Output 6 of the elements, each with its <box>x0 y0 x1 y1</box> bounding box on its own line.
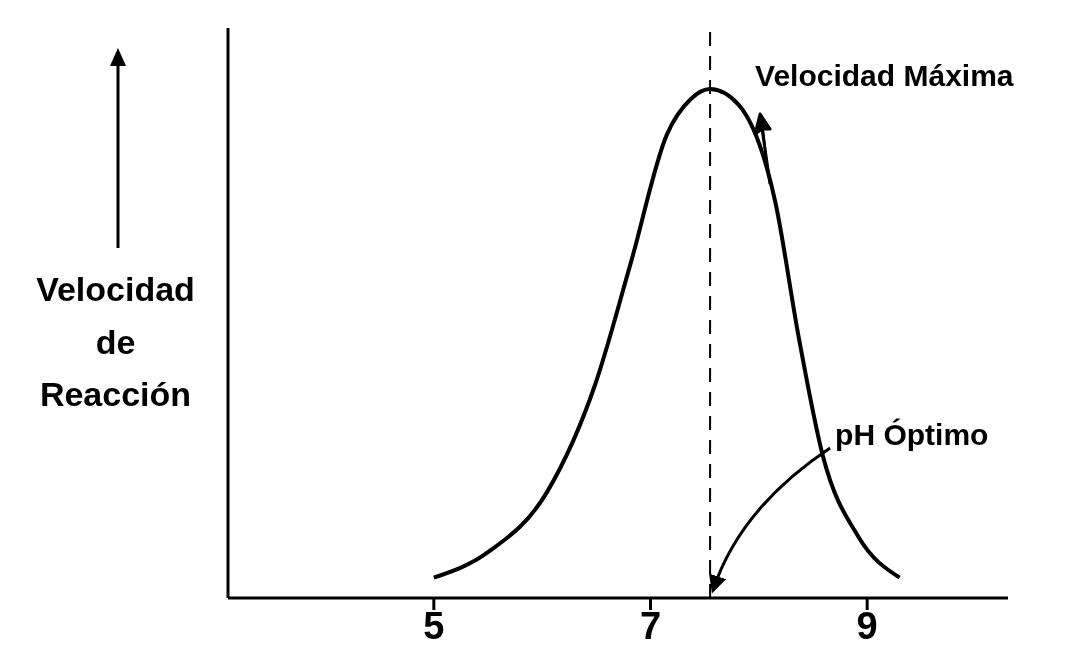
annotation: pH Óptimo <box>835 418 989 452</box>
x-tick-label: 9 <box>856 604 878 647</box>
annotation: Velocidad Máxima <box>755 59 1014 94</box>
x-tick-label: 5 <box>423 604 445 647</box>
y-axis-title: Velocidad de Reacción <box>35 269 196 416</box>
x-tick-label: 7 <box>639 604 662 647</box>
